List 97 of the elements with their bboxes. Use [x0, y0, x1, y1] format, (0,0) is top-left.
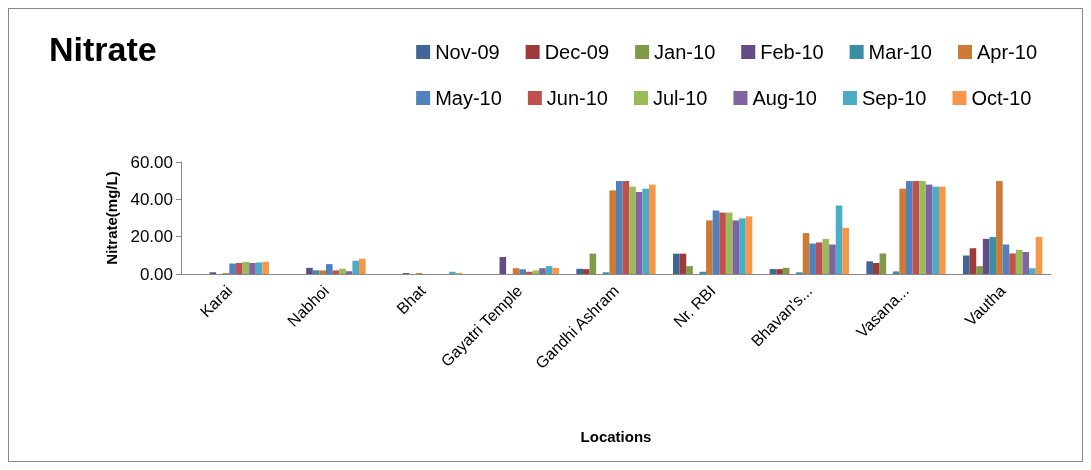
bar: [525, 271, 533, 274]
bar: [822, 238, 830, 274]
bar: [229, 263, 236, 274]
bar: [679, 253, 687, 274]
bar: [842, 227, 849, 274]
bar: [512, 268, 520, 274]
bar: [719, 212, 726, 274]
bar: [519, 269, 526, 274]
bar: [969, 248, 977, 274]
y-axis-title: Nitrate(mg/L): [103, 171, 120, 265]
bar: [686, 266, 693, 274]
legend-label: Jun-10: [546, 87, 608, 109]
bar: [835, 205, 843, 274]
bar: [906, 181, 913, 274]
bar: [879, 253, 887, 274]
bar: [892, 271, 900, 274]
bar: [802, 233, 810, 274]
bar: [339, 268, 346, 274]
bar: [782, 267, 790, 274]
bar: [629, 186, 636, 274]
bar: [963, 255, 970, 274]
bar: [262, 261, 269, 274]
bar: [872, 262, 880, 274]
bar: [673, 253, 680, 274]
bar: [255, 262, 263, 274]
bar: [976, 266, 983, 274]
bar: [925, 184, 933, 274]
legend-label: Nov-09: [435, 41, 500, 63]
y-tick-label: 20.00: [130, 227, 173, 247]
bar: [539, 268, 546, 274]
bar: [589, 253, 597, 274]
bar: [912, 181, 920, 274]
bar: [249, 262, 256, 274]
bar: [642, 188, 650, 274]
bar: [1009, 253, 1016, 274]
bar: [815, 242, 823, 274]
bar: [939, 186, 946, 274]
legend-label: May-10: [435, 87, 502, 109]
bar: [352, 260, 360, 274]
bar: [829, 244, 836, 274]
legend-label: Feb-10: [760, 41, 824, 63]
bar: [545, 266, 553, 274]
bar: [582, 269, 590, 274]
bar: [982, 238, 990, 274]
legend-label: Sep-10: [861, 87, 927, 109]
bar: [242, 261, 250, 274]
bar: [306, 267, 313, 274]
bar: [359, 258, 366, 274]
bar: [1029, 268, 1036, 274]
y-tick-label: 60.00: [130, 152, 173, 172]
bar: [989, 237, 997, 274]
bar: [326, 264, 333, 274]
bar: [622, 181, 630, 274]
bar: [996, 181, 1003, 274]
bar: [745, 216, 753, 274]
bar: [235, 262, 243, 274]
bar: [1015, 249, 1023, 274]
bar: [319, 270, 326, 274]
bar: [725, 212, 733, 274]
bar: [706, 220, 713, 274]
bar: [312, 270, 320, 274]
bar: [609, 190, 616, 274]
bar: [345, 271, 353, 274]
bar: [1035, 237, 1043, 274]
bar: [1022, 251, 1030, 274]
bar: [919, 181, 926, 274]
chart-title: Nitrate: [49, 30, 157, 68]
legend-label: Apr-10: [976, 41, 1037, 63]
bar: [649, 184, 656, 274]
legend-label: Mar-10: [868, 41, 932, 63]
legend-label: Jan-10: [654, 41, 716, 63]
bar: [712, 210, 720, 274]
bar: [899, 188, 906, 274]
bar: [499, 257, 507, 274]
bar: [699, 271, 707, 274]
bar: [332, 270, 340, 274]
bar: [732, 220, 740, 274]
bar: [866, 261, 873, 274]
y-tick-label: 0.00: [139, 264, 173, 284]
bar: [635, 192, 643, 274]
x-tick-label: Nr. RBI: [670, 281, 719, 331]
bar: [809, 243, 816, 274]
legend-label: Dec-09: [544, 41, 610, 63]
bar: [532, 270, 540, 274]
y-tick-label: 40.00: [130, 189, 173, 209]
bar: [576, 268, 583, 274]
bar: [769, 269, 777, 274]
bar: [616, 181, 623, 274]
bar: [449, 271, 456, 274]
legend-label: Oct-10: [971, 87, 1032, 109]
legend-label: Aug-10: [752, 87, 817, 109]
bar: [776, 269, 783, 274]
bar: [739, 218, 746, 274]
bar: [552, 267, 559, 274]
bar: [932, 186, 940, 274]
legend-label: Jul-10: [653, 87, 708, 109]
x-axis-title: Locations: [580, 428, 652, 445]
